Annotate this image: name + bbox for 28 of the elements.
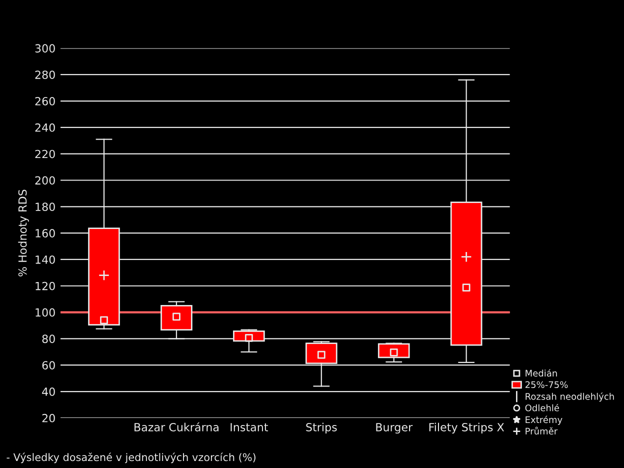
text: Medián	[526, 369, 557, 377]
y-tick-label: 60	[42, 361, 55, 370]
y-tick-label: 100	[36, 308, 55, 317]
text: Rozsah neodlehlých	[526, 392, 614, 402]
y-tick-label: 160	[36, 229, 55, 238]
text: - Výsledky dosažené v jednotlivých vzorcích (%)	[6, 452, 256, 464]
y-tick-label: 220	[35, 150, 55, 158]
y-tick-label: 200	[35, 176, 55, 185]
y-tick-label: 260	[35, 96, 55, 106]
y-tick-label: 120	[36, 282, 55, 290]
x-tick-label: Filety Strips X	[429, 422, 504, 434]
y-tick-label: 240	[35, 123, 55, 132]
y-axis-title: % Hodnoty RDS	[18, 190, 29, 276]
y-tick-label: 40	[42, 387, 55, 396]
x-tick-label: Strips	[306, 422, 337, 434]
x-tick-label: Instant	[230, 423, 268, 432]
y-tick-label: 280	[35, 70, 55, 79]
y-tick-label: 20	[42, 414, 55, 422]
x-tick-label: Bazar Cukrárna	[134, 422, 218, 432]
y-tick-label: 180	[36, 202, 55, 212]
x-tick-label: Burger	[376, 423, 413, 434]
y-tick-label: 300	[35, 44, 55, 53]
y-tick-label: 80	[42, 334, 55, 344]
y-tick-label: 140	[36, 255, 55, 264]
text: Průměr	[526, 426, 558, 435]
text: Extrémy	[526, 416, 562, 425]
text: Odlehlé	[525, 404, 560, 412]
legend-label: 25%-75%	[525, 381, 568, 388]
